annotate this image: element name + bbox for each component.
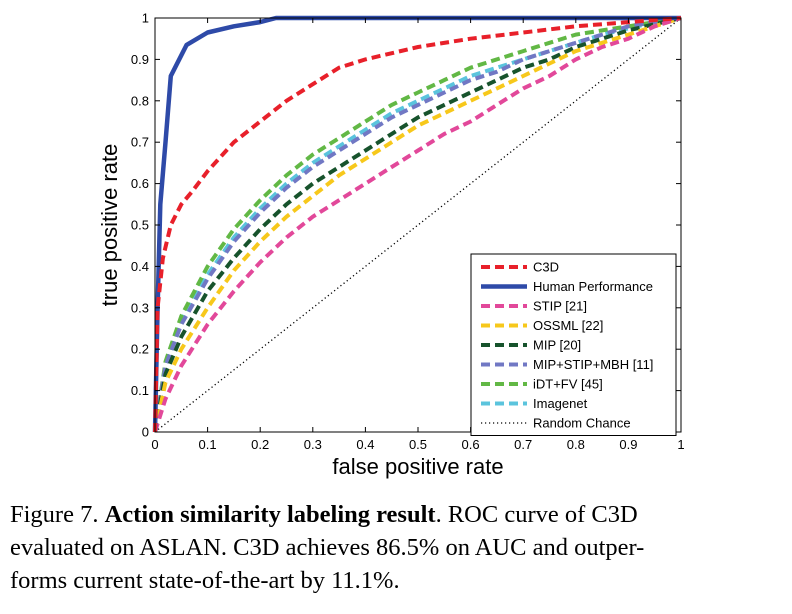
caption-line1-rest: . ROC curve of C3D [435,501,638,528]
x-tick-label: 0.1 [199,437,217,452]
y-tick-label: 0.1 [131,383,149,398]
series-line-imagenet [153,16,682,433]
caption-line-2: evaluated on ASLAN. C3D achieves 86.5% o… [10,534,645,561]
roc-chart: 0 0.1 0.2 0.3 0.4 0.5 0.6 0.7 0.8 0.9 1 0 0.1 0.2 0.3 0… [97,11,685,480]
x-tick-label: 0.7 [514,437,532,452]
legend-label: Random Chance [533,416,631,431]
x-tick-label: 0.9 [619,437,637,452]
legend-label: STIP [21] [533,299,587,314]
legend-label: OSSML [22] [533,318,603,333]
series-line-mip-20 [153,16,682,433]
caption-line-3: forms current state-of-the-art by 11.1%. [10,567,400,594]
ticks: 0 0.1 0.2 0.3 0.4 0.5 0.6 0.7 0.8 0.9 1 0 0.1 0.2 0.3 0… [131,11,685,453]
x-tick-label: 0.8 [567,437,585,452]
legend: C3D Human Performance STIP [21] OSSML [22] M… [470,253,677,436]
series-line-stip-21 [153,16,682,433]
legend-label: Human Performance [533,279,653,294]
x-tick-label: 0.2 [251,437,269,452]
x-tick-label: 0.6 [462,437,480,452]
y-tick-label: 0.5 [131,218,149,233]
y-tick-label: 0.3 [131,300,149,315]
series-line-c3d [153,16,682,433]
y-tick-label: 0.6 [131,176,149,191]
series-line-idt-fv-45 [153,16,682,433]
caption-line-1: Figure 7. Action similarity labeling res… [10,498,785,531]
legend-label: MIP+STIP+MBH [11] [533,357,653,372]
x-tick-label: 0.5 [409,437,427,452]
y-tick-label: 0.7 [131,135,149,150]
series-line-ossml-22 [153,16,682,433]
y-axis-title: true positive rate [97,144,122,307]
caption-title: Action similarity labeling result [104,501,436,528]
caption-label: Figure 7. [10,501,99,528]
legend-label: iDT+FV [45] [533,377,603,392]
series-line-mip-stip-mbh-11 [153,16,682,433]
y-tick-label: 0.2 [131,342,149,357]
figure-caption: Figure 7. Action similarity labeling res… [10,498,785,597]
x-tick-label: 0.3 [304,437,322,452]
legend-label: Imagenet [533,396,588,411]
y-tick-label: 0 [142,425,149,440]
y-tick-label: 0.8 [131,93,149,108]
legend-label: MIP [20] [533,338,581,353]
x-axis-title: false positive rate [332,454,503,479]
x-tick-label: 0.4 [356,437,374,452]
y-tick-label: 1 [142,11,149,26]
legend-label: C3D [533,260,559,275]
y-tick-label: 0.4 [131,259,149,274]
y-tick-label: 0.9 [131,52,149,67]
x-tick-label: 1 [677,437,684,452]
x-tick-label: 0 [151,437,158,452]
